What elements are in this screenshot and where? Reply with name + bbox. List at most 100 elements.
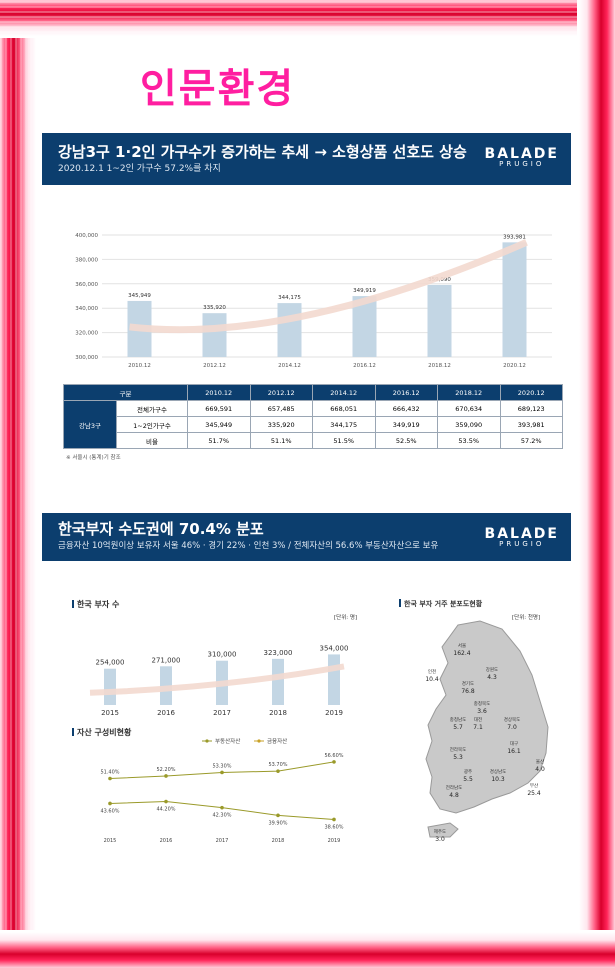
map-region-value: 25.4 [527,790,541,797]
x-tick-label: 2017 [213,709,231,717]
data-label: 335,920 [203,305,226,311]
map-region-value: 7.1 [473,724,483,731]
map-region-value: 4.0 [535,766,545,773]
jeju-island-shape [427,822,459,838]
x-tick-label: 2018 [269,709,287,717]
data-label: 38.60% [324,824,343,830]
map-region-name: 강원도 [486,666,498,673]
x-tick-label: 2019 [325,709,343,717]
data-point [108,776,112,781]
asset-line-chart: 부동산자산 금융자산 51.40% 52.20% 53.30% 53.70% 56.60% 4… [100,737,343,844]
data-label: 44.20% [156,807,175,813]
table-cell: 668,051 [312,400,376,417]
map-unit: [단위: 천명] [512,615,541,621]
table-header: 2016.12 [374,384,438,401]
rich-title: 한국부자 수도권에 70.4% 분포 [58,520,264,538]
data-point [164,799,168,804]
data-point [108,801,112,806]
map-region-value: 5.3 [453,754,463,761]
data-label: 39.90% [268,820,287,826]
bullet-mark [72,600,74,608]
table-cell: 51.7% [187,432,251,449]
table-header: 2014.12 [312,384,376,401]
trend-arrow [129,239,528,334]
data-label: 345,949 [128,293,151,299]
korea-map-shape [425,620,549,814]
bar [277,303,302,357]
rich-header: 한국부자 수도권에 70.4% 분포 금융자산 10억원이상 보유자 서울 46… [42,513,571,561]
table-cell: 359,090 [437,416,501,433]
bar [427,284,452,357]
data-label: 56.60% [324,753,343,759]
y-tick-label: 360,000 [75,282,98,288]
x-tick-label: 2016 [157,709,175,717]
table-header-row: 구분 2010.12 2012.12 2014.12 2016.12 2018.… [63,384,563,401]
legend-label: 금융자산 [267,737,287,745]
map-region-name: 경상북도 [504,716,521,723]
x-tick-label: 2014.12 [278,363,301,369]
map-region-value: 10.4 [425,676,439,683]
bar [104,668,116,705]
table-cell: 53.5% [437,432,501,449]
map-region-value: 3.6 [477,708,487,715]
map-region-value: 4.3 [487,674,497,681]
trend-arrow [89,663,345,696]
x-tick-label: 2012.12 [203,363,226,369]
map-region-value: 162.4 [453,650,470,657]
y-tick-label: 340,000 [75,306,98,312]
table-header: 구분 [63,384,188,401]
map-region-name: 충청북도 [474,700,491,707]
map-region-name: 부산 [530,782,538,789]
map-region-name: 대전 [474,716,482,723]
map-region-value: 3.0 [435,836,445,843]
bullet-mark [399,599,401,607]
data-label: 393,981 [503,234,526,240]
map-region-value: 76.8 [461,688,475,695]
map-region-name: 경기도 [462,680,474,687]
decorative-frame-right [577,0,615,968]
data-label: 42.30% [212,813,231,819]
bar [502,242,527,357]
asset-title-text: 자산 구성비현황 [77,728,132,737]
map-region-name: 광주 [464,768,472,775]
table-cell: 669,591 [187,400,251,417]
y-tick-label: 380,000 [75,257,98,263]
data-point [332,817,336,822]
household-header: 강남3구 1·2인 가구수가 증가하는 추세 → 소형상품 선호도 상승 202… [42,133,571,185]
bar [202,313,227,357]
data-label: 310,000 [208,651,237,659]
table-cell: 666,432 [374,400,438,417]
data-label: 323,000 [264,649,293,657]
table-cell: 657,485 [249,400,313,417]
data-label: 254,000 [96,659,125,667]
map-region-name: 울산 [536,758,544,765]
map-region-name: 인천 [428,668,436,675]
table-cell: 393,981 [499,416,563,433]
map-region-value: 5.7 [453,724,463,731]
map-region-name: 대구 [510,740,518,747]
data-label: 354,000 [320,644,349,652]
table-cell: 689,123 [499,400,563,417]
data-point [332,760,336,764]
table-cell: 52.5% [374,432,438,449]
table-cell: 349,919 [374,416,438,433]
rich-panel: 한국부자 수도권에 70.4% 분포 금융자산 10억원이상 보유자 서울 46… [42,513,571,848]
table-header: 2018.12 [437,384,501,401]
table-row-label: 전체가구수 [116,400,188,417]
table-row: 1~2인가구수 345,949 335,920 344,175 349,919 … [64,416,563,433]
x-tick-label: 2015 [104,838,117,844]
map-region-name: 경상남도 [490,768,507,775]
household-subtitle: 2020.12.1 1~2인 가구수 57.2%를 차지 [58,164,221,174]
x-tick-label: 2018.12 [428,363,451,369]
table-cell: 670,634 [437,400,501,417]
y-tick-label: 300,000 [75,355,98,361]
data-point [220,770,224,775]
table-group-label: 강남3구 [63,400,117,449]
table-header: 2010.12 [187,384,251,401]
table-cell: 344,175 [312,416,376,433]
table-cell: 57.2% [499,432,563,449]
page-title: 인문환경 [140,66,296,112]
logo-sub: PRUGIO [499,160,545,168]
household-title: 강남3구 1·2인 가구수가 증가하는 추세 → 소형상품 선호도 상승 [58,143,467,161]
